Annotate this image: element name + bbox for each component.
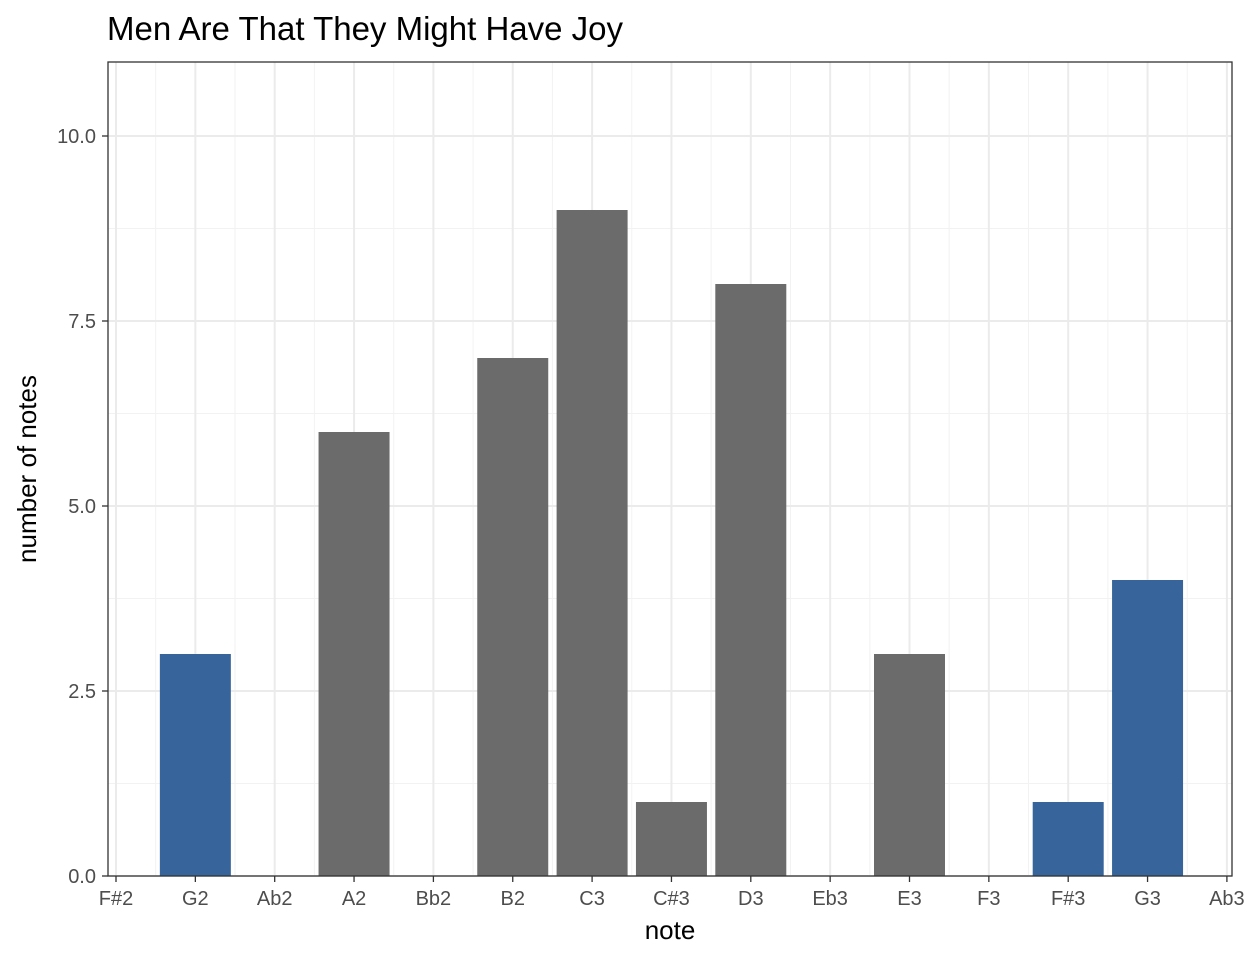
bars xyxy=(159,210,1184,876)
bar-g3 xyxy=(1112,580,1184,876)
x-tick-label: E3 xyxy=(897,888,921,910)
bar-c3 xyxy=(556,210,628,876)
x-tick-label: Ab2 xyxy=(257,888,293,910)
x-axis: F#2 G2 Ab2 A2 Bb2 B2 C3 C#3 D3 Eb3 E3 F3 F#3 G3 Ab3 xyxy=(99,876,1245,910)
plot-panel xyxy=(107,61,1233,877)
x-tick-label: F#3 xyxy=(1051,888,1085,910)
y-tick-label: 7.5 xyxy=(68,311,96,333)
x-tick-label: G3 xyxy=(1134,888,1161,910)
x-tick-label: A2 xyxy=(342,888,366,910)
x-tick-label: D3 xyxy=(738,888,764,910)
y-tick-label: 10.0 xyxy=(57,126,96,148)
y-tick-label: 0.0 xyxy=(68,866,96,888)
y-axis-title: number of notes xyxy=(12,375,42,563)
x-tick-label: F#2 xyxy=(99,888,133,910)
bar-d3 xyxy=(715,284,787,876)
bar-c-sharp3 xyxy=(635,802,707,876)
x-tick-label: F3 xyxy=(977,888,1000,910)
x-tick-label: Eb3 xyxy=(812,888,848,910)
x-tick-label: G2 xyxy=(182,888,209,910)
y-tick-label: 5.0 xyxy=(68,496,96,518)
x-tick-label: Bb2 xyxy=(416,888,452,910)
x-tick-label: C3 xyxy=(579,888,605,910)
bar-e3 xyxy=(874,654,945,876)
bar-a2 xyxy=(318,432,390,876)
bar-g2 xyxy=(159,654,231,876)
chart-title: Men Are That They Might Have Joy xyxy=(107,10,624,47)
y-axis: 0.0 2.5 5.0 7.5 10.0 xyxy=(57,126,108,888)
x-tick-label: C#3 xyxy=(653,888,690,910)
x-tick-label: B2 xyxy=(501,888,525,910)
bar-b2 xyxy=(477,358,549,876)
x-axis-title: note xyxy=(645,915,696,945)
grid xyxy=(108,62,1232,877)
y-tick-label: 2.5 xyxy=(68,681,96,703)
bar-f-sharp3 xyxy=(1032,802,1104,876)
x-tick-label: Ab3 xyxy=(1209,888,1245,910)
